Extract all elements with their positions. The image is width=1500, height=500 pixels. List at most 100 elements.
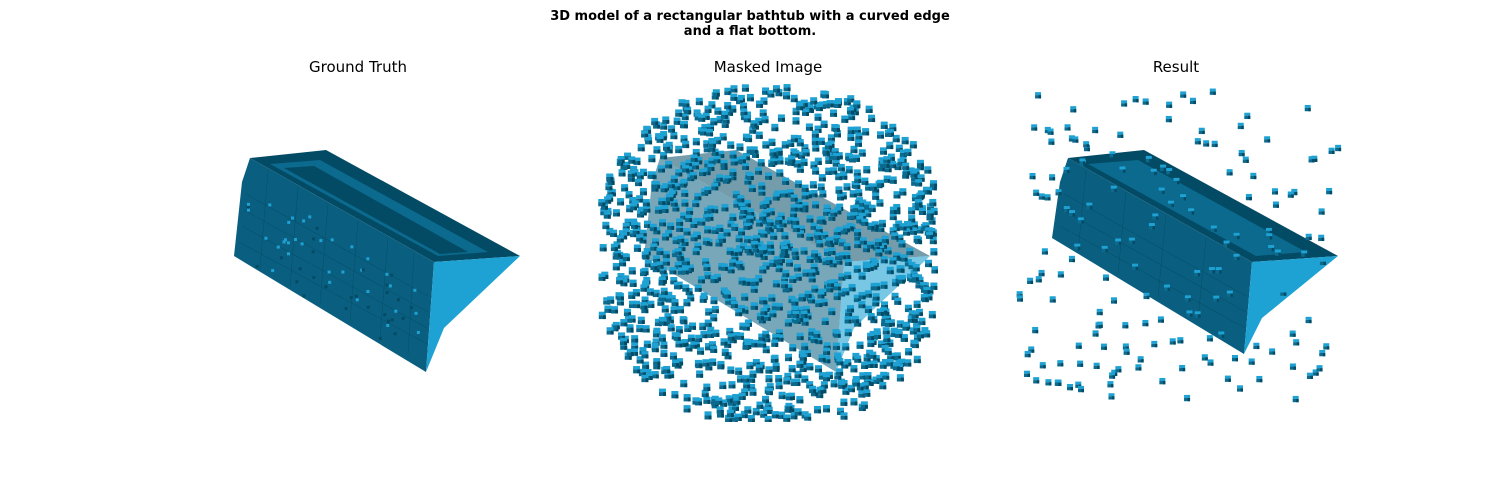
voxel-speck [386, 324, 389, 327]
noise-voxel [718, 361, 725, 368]
outlier-voxel [1275, 250, 1281, 256]
noise-voxel [699, 169, 706, 176]
voxel-speck [367, 306, 370, 309]
noise-voxel [773, 85, 780, 92]
noise-voxel [713, 156, 720, 163]
noise-voxel [712, 306, 719, 313]
noise-voxel [711, 183, 718, 190]
noise-voxel [863, 166, 870, 173]
noise-voxel [853, 101, 860, 108]
noise-voxel [744, 236, 751, 243]
noise-voxel [887, 359, 894, 366]
noise-voxel [861, 401, 868, 408]
noise-voxel [782, 178, 789, 185]
outlier-voxel [1199, 128, 1205, 134]
outlier-voxel [1048, 139, 1054, 145]
noise-voxel [797, 333, 804, 340]
noise-voxel [676, 282, 683, 289]
outlier-voxel [1179, 365, 1185, 371]
noise-voxel [746, 362, 753, 369]
noise-voxel [765, 172, 772, 179]
outlier-voxel [1143, 293, 1149, 299]
noise-voxel [850, 365, 857, 372]
noise-voxel [706, 129, 713, 136]
noise-voxel [923, 330, 930, 337]
noise-voxel [752, 278, 759, 285]
noise-voxel [801, 247, 808, 254]
noise-voxel [785, 354, 792, 361]
noise-voxel [600, 244, 607, 251]
noise-voxel [627, 349, 634, 356]
voxel-speck [295, 280, 298, 283]
noise-voxel [641, 375, 648, 382]
noise-voxel [640, 302, 647, 309]
noise-voxel [690, 172, 697, 179]
voxel-speck [312, 250, 315, 253]
noise-voxel [695, 360, 702, 367]
bathtub-end-side [426, 256, 520, 372]
noise-voxel [630, 203, 637, 210]
noise-voxel [744, 406, 751, 413]
noise-voxel [745, 246, 752, 253]
noise-voxel [898, 276, 905, 283]
noise-voxel [781, 232, 788, 239]
noise-voxel [658, 165, 665, 172]
noise-voxel [696, 370, 703, 377]
noise-voxel [812, 138, 819, 145]
noise-voxel [823, 348, 830, 355]
outlier-voxel [1025, 351, 1031, 357]
noise-voxel [785, 319, 792, 326]
noise-voxel [670, 132, 677, 139]
voxel-speck [264, 237, 267, 240]
noise-voxel [650, 243, 657, 250]
noise-voxel [663, 258, 670, 265]
noise-voxel [759, 247, 766, 254]
noise-voxel [894, 352, 901, 359]
noise-voxel [684, 107, 691, 114]
noise-voxel [743, 323, 750, 330]
noise-voxel [629, 315, 636, 322]
voxel-speck [394, 310, 397, 313]
noise-voxel [675, 248, 682, 255]
noise-voxel [682, 267, 689, 274]
voxel-speck [271, 269, 274, 272]
noise-voxel [663, 251, 670, 258]
noise-voxel [837, 193, 844, 200]
noise-voxel [861, 362, 868, 369]
noise-voxel [652, 345, 659, 352]
noise-voxel [801, 343, 808, 350]
noise-voxel [694, 193, 701, 200]
noise-voxel [716, 174, 723, 181]
noise-voxel [703, 397, 710, 404]
outlier-voxel [1035, 92, 1041, 98]
noise-voxel [697, 347, 704, 354]
noise-voxel [929, 311, 936, 318]
noise-voxel [791, 194, 798, 201]
noise-voxel [927, 210, 934, 217]
noise-voxel [656, 248, 663, 255]
noise-voxel [834, 229, 841, 236]
noise-voxel [637, 172, 644, 179]
voxel-speck [294, 238, 297, 241]
noise-voxel [779, 392, 786, 399]
noise-voxel [675, 146, 682, 153]
outlier-voxel [1232, 355, 1238, 361]
noise-voxel [680, 180, 687, 187]
noise-voxel [750, 120, 757, 127]
voxel-speck [302, 219, 305, 222]
noise-voxel [645, 137, 652, 144]
outlier-voxel [1186, 310, 1192, 316]
noise-voxel [736, 261, 743, 268]
noise-voxel [663, 143, 670, 150]
noise-voxel [830, 209, 837, 216]
noise-voxel [599, 273, 606, 280]
noise-voxel [808, 269, 815, 276]
noise-voxel [792, 311, 799, 318]
noise-voxel [680, 316, 687, 323]
noise-voxel [913, 264, 920, 271]
noise-voxel [680, 121, 687, 128]
result-bathtub-end-side [1244, 256, 1338, 354]
outlier-voxel [1166, 168, 1172, 174]
noise-voxel [819, 174, 826, 181]
noise-voxel [742, 163, 749, 170]
